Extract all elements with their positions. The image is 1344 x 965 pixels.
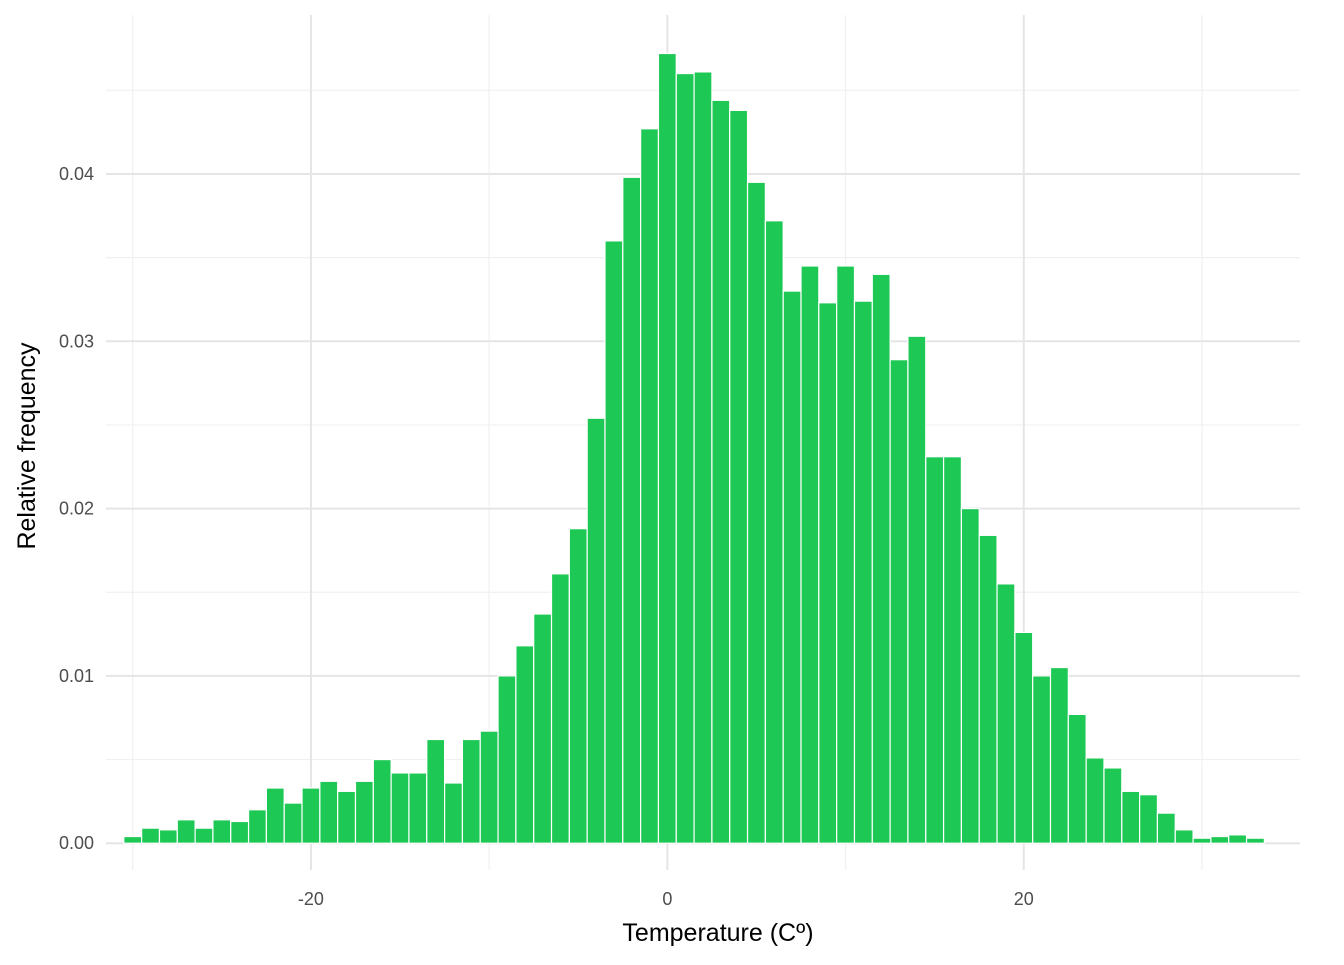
y-axis-title: Relative frequency [13, 342, 41, 550]
histogram-bar [1156, 812, 1176, 844]
histogram-bar [1103, 767, 1123, 844]
histogram-bar [283, 802, 303, 844]
histogram-bar [978, 534, 998, 844]
histogram-bar [604, 240, 624, 844]
histogram-bar [568, 528, 588, 844]
histogram-bar [889, 359, 909, 844]
histogram-bar [657, 52, 677, 844]
histogram-bar [515, 645, 535, 844]
histogram-bar [907, 335, 927, 844]
histogram-bar [550, 573, 570, 844]
y-tick-label: 0.04 [59, 164, 94, 184]
histogram-bar [230, 820, 250, 844]
histogram-bar [1139, 794, 1159, 844]
y-tick-label: 0.01 [59, 666, 94, 686]
histogram-bar [390, 772, 410, 844]
histogram-bar [212, 819, 232, 844]
bars [123, 52, 1265, 844]
histogram-bar [141, 827, 161, 844]
histogram-bar [479, 730, 499, 844]
histogram-bar [337, 790, 357, 844]
histogram-bar [1085, 757, 1105, 844]
histogram-bar [800, 265, 820, 844]
histogram-bar [497, 675, 517, 844]
histogram-bar [461, 738, 481, 844]
y-tick-label: 0.00 [59, 833, 94, 853]
x-axis-title: Temperature (Cº) [622, 919, 813, 947]
histogram-bar [871, 273, 891, 844]
histogram-bar [693, 71, 713, 844]
histogram-bar [1210, 835, 1230, 844]
histogram-bar [176, 819, 196, 844]
histogram-bar [319, 780, 339, 844]
x-tick-label: 20 [1014, 889, 1034, 909]
histogram-bar [586, 417, 606, 844]
histogram-bar [1228, 834, 1248, 844]
histogram-bar [194, 827, 214, 844]
histogram-bar [1014, 631, 1034, 844]
y-axis-tick-labels: 0.00 0.01 0.02 0.03 0.04 [59, 164, 94, 853]
histogram-bar [123, 835, 143, 844]
histogram-bar [711, 99, 731, 844]
histogram-bar [158, 829, 178, 844]
histogram-bar [925, 456, 945, 844]
histogram-bar [1067, 713, 1087, 844]
y-tick-label: 0.02 [59, 499, 94, 519]
histogram-bar [942, 456, 963, 844]
x-tick-label: -20 [298, 889, 324, 909]
histogram-bar [675, 72, 695, 844]
histogram-bar [408, 772, 428, 844]
histogram-bar [247, 809, 267, 844]
histogram-bar [265, 787, 285, 844]
histogram-bar [1049, 666, 1069, 844]
histogram-bar [746, 181, 766, 844]
histogram-bar [960, 507, 980, 844]
y-tick-label: 0.03 [59, 331, 94, 351]
histogram-bar [443, 782, 464, 844]
histogram-bar [1192, 837, 1212, 844]
histogram-bar [372, 758, 392, 844]
histogram-bar [782, 290, 802, 844]
x-axis-tick-labels: -20 0 20 [298, 889, 1034, 909]
histogram-bar [764, 220, 784, 844]
histogram-bar [853, 300, 873, 844]
histogram-bar [1032, 675, 1052, 844]
histogram-bar [729, 109, 749, 844]
histogram-bar [533, 613, 553, 844]
histogram-bar [1121, 790, 1141, 844]
histogram-bar [354, 780, 374, 844]
histogram-bar [426, 738, 446, 844]
histogram-bar [622, 176, 642, 844]
histogram-bar [836, 265, 856, 844]
histogram-bar [640, 128, 660, 844]
x-tick-label: 0 [662, 889, 672, 909]
histogram-bar [301, 787, 321, 844]
histogram-bar [1245, 837, 1265, 844]
histogram-bar [1174, 829, 1194, 844]
histogram-bar [818, 302, 838, 844]
histogram-bar [996, 583, 1016, 844]
